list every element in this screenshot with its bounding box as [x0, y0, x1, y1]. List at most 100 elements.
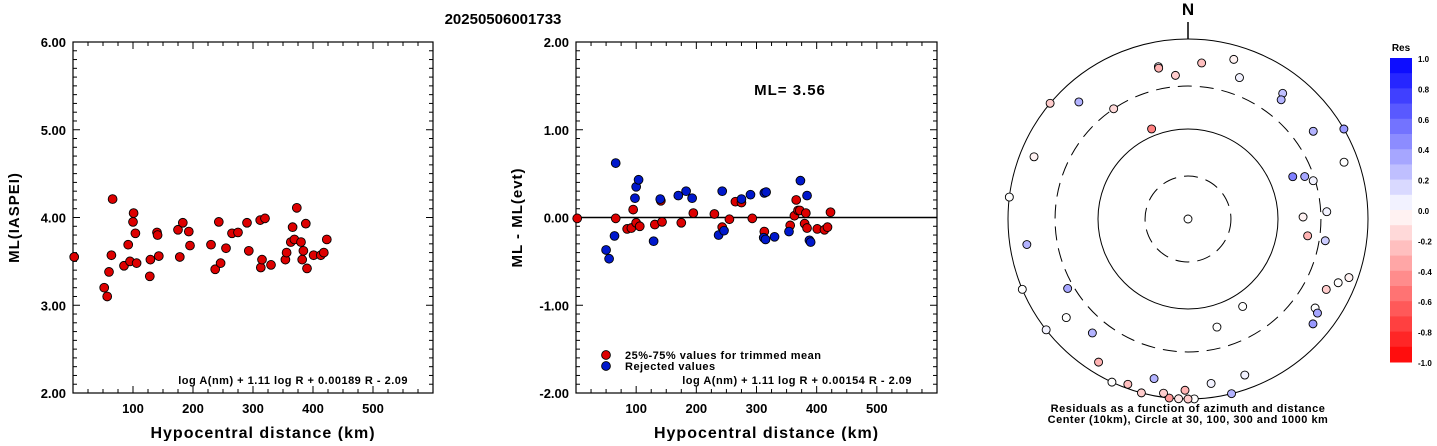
colorbar-tick-label: -0.2 [1418, 237, 1432, 246]
station-marker [1123, 379, 1133, 389]
station-marker [1022, 240, 1032, 249]
data-point [802, 223, 812, 233]
data-point [769, 231, 780, 242]
data-point [791, 195, 802, 205]
data-point [106, 250, 117, 261]
data-point [717, 186, 728, 197]
station-marker [1235, 73, 1244, 83]
colorbar-swatch [1390, 255, 1412, 272]
data-point [128, 208, 139, 218]
colorbar-swatch [1390, 316, 1412, 333]
colorbar-swatch [1390, 179, 1412, 196]
station-marker [1288, 172, 1298, 182]
data-point [298, 245, 309, 256]
data-point [609, 231, 620, 241]
data-point [144, 271, 155, 282]
data-point [243, 245, 254, 256]
station-marker [1041, 325, 1051, 335]
x-tick-label: 300 [746, 401, 768, 416]
data-point [104, 267, 114, 277]
colorbar-swatch [1390, 149, 1412, 165]
data-point [648, 236, 659, 247]
data-point [318, 247, 329, 258]
station-marker [1322, 207, 1332, 217]
station-marker [1313, 308, 1322, 318]
station-marker [1164, 393, 1174, 403]
station-marker [1061, 313, 1071, 323]
data-point [745, 189, 756, 200]
data-point [131, 258, 142, 268]
data-point [657, 217, 667, 227]
colorbar-tick-label: -0.4 [1418, 268, 1432, 277]
station-marker [1276, 95, 1286, 105]
colorbar-swatch [1390, 73, 1412, 89]
data-point [174, 252, 185, 262]
x-tick-label: 500 [866, 401, 888, 416]
plot-frame [72, 41, 434, 394]
station-marker [1136, 388, 1146, 398]
x-tick-label: 200 [685, 401, 707, 416]
data-point [601, 245, 611, 255]
x-tick-label: 500 [362, 401, 384, 416]
data-point [747, 213, 758, 224]
colorbar-swatch [1390, 194, 1412, 211]
station-marker [1206, 378, 1216, 388]
station-marker [1174, 394, 1184, 404]
y-tick-label: 4.00 [41, 211, 66, 226]
data-point [709, 209, 720, 219]
station-marker [1087, 328, 1097, 338]
legend-label: 25%-75% values for trimmed mean [625, 350, 821, 362]
x-tick-label: 200 [182, 401, 204, 416]
map-caption-line2: Center (10km), Circle at 30, 100, 300 an… [1048, 414, 1329, 426]
station-marker [1212, 322, 1222, 332]
data-point [673, 190, 684, 201]
data-point [152, 230, 163, 240]
colorbar-swatch [1390, 164, 1412, 181]
station-marker [1045, 98, 1055, 108]
data-point [805, 237, 816, 247]
station-marker [1308, 126, 1318, 136]
data-point [604, 253, 614, 264]
distance-ring [1097, 128, 1279, 310]
station-marker [1170, 70, 1180, 80]
colorbar-tick-label: 1.0 [1418, 55, 1430, 64]
data-point [260, 213, 270, 224]
map-caption-line1: Residuals as a function of azimuth and d… [1051, 403, 1326, 415]
station-marker [1333, 278, 1343, 288]
panel-residual-vs-distance: 100 200 300 400 500 -2.00 -1.00 0.00 1.00 2.00 Hyp… [509, 35, 938, 442]
y-tick-label: 0.00 [544, 211, 569, 226]
y-tick-label: 2.00 [544, 35, 569, 50]
data-point [676, 217, 687, 228]
station-marker [1107, 377, 1117, 387]
data-point [610, 158, 621, 168]
station-marker [1147, 124, 1157, 134]
colorbar-swatch [1390, 270, 1412, 287]
data-point [761, 187, 771, 197]
y-tick-label: -1.00 [539, 298, 569, 313]
station-marker [1004, 192, 1014, 202]
station-marker [1227, 389, 1236, 399]
y-tick-label: 1.00 [544, 123, 569, 138]
data-point [687, 193, 697, 204]
station-marker [1159, 388, 1168, 398]
distance-ring-dashed [1054, 85, 1322, 353]
data-point [128, 217, 138, 227]
colorbar-tick-label: 0.8 [1418, 85, 1430, 94]
event-id-title: 20250506001733 [445, 11, 562, 28]
y-tick-label: 2.00 [41, 386, 66, 401]
station-marker [1183, 394, 1193, 404]
colorbar-swatch [1390, 240, 1412, 257]
data-point [99, 282, 110, 293]
legend-marker [601, 361, 611, 371]
station-marker [1197, 58, 1207, 68]
colorbar-tick-label: -0.6 [1418, 298, 1432, 307]
data-point [107, 194, 118, 204]
data-point [177, 217, 188, 228]
data-point [281, 247, 292, 258]
station-marker [1240, 370, 1250, 380]
station-marker [1180, 385, 1190, 395]
y-tick-label: 6.00 [41, 35, 66, 50]
y-axis-label: ML - ML(evt) [509, 167, 526, 267]
